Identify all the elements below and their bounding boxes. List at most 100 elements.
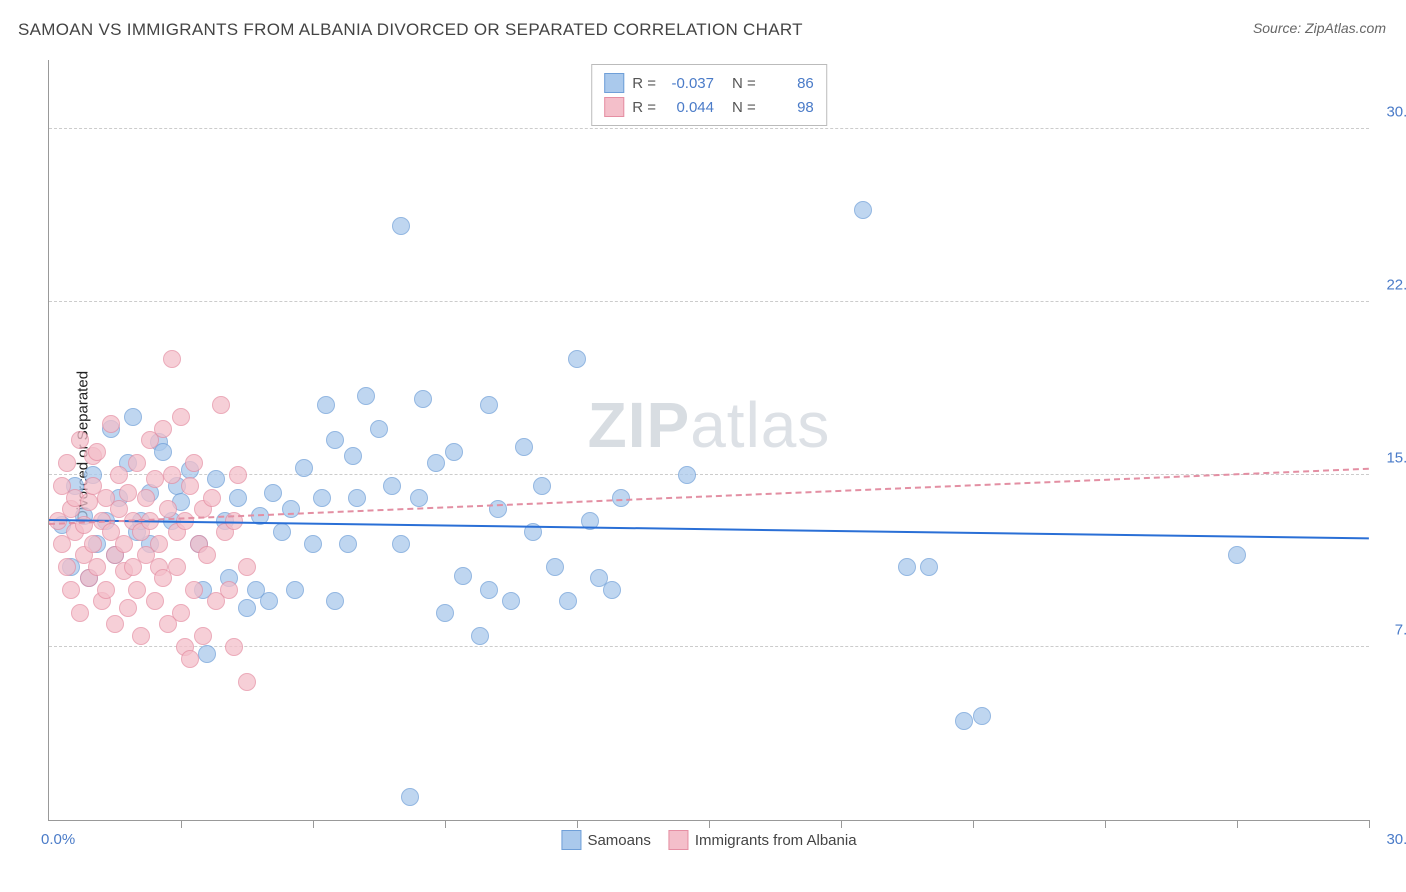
data-point <box>88 558 106 576</box>
x-tick <box>1105 820 1106 828</box>
data-point <box>185 581 203 599</box>
plot-area: ZIPatlas R =-0.037N =86R =0.044N =98 0.0… <box>48 60 1369 821</box>
y-tick-label: 7.5% <box>1374 622 1406 639</box>
data-point <box>137 489 155 507</box>
data-point <box>119 599 137 617</box>
x-tick <box>445 820 446 828</box>
legend-r-value: 0.044 <box>664 99 714 116</box>
data-point <box>185 454 203 472</box>
data-point <box>427 454 445 472</box>
legend-swatch <box>604 73 624 93</box>
data-point <box>194 627 212 645</box>
data-point <box>62 581 80 599</box>
grid-line-h <box>49 646 1369 647</box>
data-point <box>102 415 120 433</box>
source-label: Source: ZipAtlas.com <box>1253 20 1386 36</box>
legend-n-value: 98 <box>764 99 814 116</box>
data-point <box>313 489 331 507</box>
data-point <box>326 592 344 610</box>
data-point <box>264 484 282 502</box>
data-point <box>383 477 401 495</box>
data-point <box>1228 546 1246 564</box>
data-point <box>115 535 133 553</box>
data-point <box>502 592 520 610</box>
data-point <box>357 387 375 405</box>
series-name: Samoans <box>587 832 650 849</box>
data-point <box>128 454 146 472</box>
y-tick-label: 30.0% <box>1374 104 1406 121</box>
data-point <box>489 500 507 518</box>
data-point <box>344 447 362 465</box>
data-point <box>370 420 388 438</box>
x-tick <box>1369 820 1370 828</box>
legend-r-label: R = <box>632 75 656 92</box>
x-tick <box>709 820 710 828</box>
data-point <box>124 408 142 426</box>
data-point <box>150 535 168 553</box>
data-point <box>88 443 106 461</box>
data-point <box>392 217 410 235</box>
data-point <box>410 489 428 507</box>
data-point <box>273 523 291 541</box>
series-legend-item: Immigrants from Albania <box>669 830 857 850</box>
data-point <box>119 484 137 502</box>
data-point <box>212 396 230 414</box>
x-tick <box>973 820 974 828</box>
data-point <box>181 650 199 668</box>
data-point <box>454 567 472 585</box>
header: SAMOAN VS IMMIGRANTS FROM ALBANIA DIVORC… <box>18 20 1386 40</box>
x-origin-label: 0.0% <box>41 831 75 848</box>
x-tick <box>577 820 578 828</box>
data-point <box>163 350 181 368</box>
data-point <box>317 396 335 414</box>
data-point <box>854 201 872 219</box>
legend-r-label: R = <box>632 99 656 116</box>
legend-swatch <box>604 97 624 117</box>
data-point <box>97 581 115 599</box>
data-point <box>106 615 124 633</box>
data-point <box>304 535 322 553</box>
y-tick-label: 22.5% <box>1374 276 1406 293</box>
data-point <box>392 535 410 553</box>
x-tick <box>181 820 182 828</box>
data-point <box>58 454 76 472</box>
data-point <box>445 443 463 461</box>
data-point <box>229 466 247 484</box>
data-point <box>71 604 89 622</box>
data-point <box>128 581 146 599</box>
data-point <box>229 489 247 507</box>
grid-line-h <box>49 301 1369 302</box>
data-point <box>225 638 243 656</box>
series-legend: Samoans Immigrants from Albania <box>561 830 856 850</box>
data-point <box>110 466 128 484</box>
data-point <box>146 470 164 488</box>
data-point <box>146 592 164 610</box>
legend-swatch <box>561 830 581 850</box>
data-point <box>238 558 256 576</box>
data-point <box>71 431 89 449</box>
trend-line <box>49 519 1369 539</box>
series-legend-item: Samoans <box>561 830 650 850</box>
data-point <box>84 535 102 553</box>
data-point <box>163 466 181 484</box>
data-point <box>414 390 432 408</box>
data-point <box>678 466 696 484</box>
data-point <box>181 477 199 495</box>
x-tick <box>1237 820 1238 828</box>
data-point <box>260 592 278 610</box>
data-point <box>238 673 256 691</box>
data-point <box>238 599 256 617</box>
data-point <box>168 558 186 576</box>
series-name: Immigrants from Albania <box>695 832 857 849</box>
data-point <box>480 581 498 599</box>
data-point <box>612 489 630 507</box>
data-point <box>898 558 916 576</box>
data-point <box>172 408 190 426</box>
data-point <box>295 459 313 477</box>
y-tick-label: 15.0% <box>1374 449 1406 466</box>
data-point <box>603 581 621 599</box>
data-point <box>159 500 177 518</box>
correlation-legend: R =-0.037N =86R =0.044N =98 <box>591 64 827 126</box>
data-point <box>568 350 586 368</box>
data-point <box>154 420 172 438</box>
